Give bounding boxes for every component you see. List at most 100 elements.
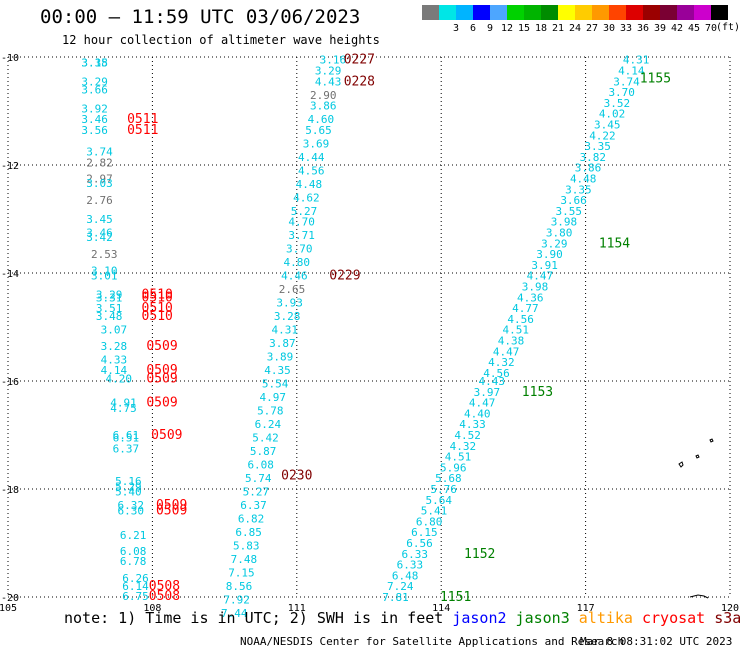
color-scale-label: 9 (486, 23, 494, 34)
pass-time-label: 0509 (146, 371, 177, 386)
wave-height-label: 6.15 (411, 526, 438, 539)
wave-height-label: 4.31 (272, 324, 299, 337)
wave-height-label: 3.28 (101, 340, 128, 353)
pass-time-labels: 0227022802290230051105110510051005100510… (127, 53, 671, 605)
wave-height-label: 4.44 (298, 151, 325, 164)
color-scale-label: 39 (653, 23, 667, 34)
color-swatch (524, 5, 541, 20)
wave-height-label: 5.65 (305, 124, 332, 137)
wave-height-label: 4.51 (503, 324, 530, 337)
wave-height-label: 4.62 (293, 191, 320, 204)
coastline-islands (678, 438, 714, 599)
wave-height-label: 6.08 (120, 545, 147, 558)
color-swatch (507, 5, 524, 20)
wave-height-label: 3.70 (608, 86, 635, 99)
wave-height-label: 6.61 (113, 429, 140, 442)
wave-height-label: 3.46 (86, 227, 113, 240)
color-swatch (541, 5, 558, 20)
color-swatch (660, 5, 677, 20)
wave-height-label: 3.18 (81, 56, 108, 69)
color-scale-label: 6 (469, 23, 477, 34)
wave-height-label: 6.24 (255, 418, 282, 431)
color-scale-label: 42 (670, 23, 684, 34)
wave-height-label: 6.80 (416, 515, 443, 528)
wave-height-label: 5.16 (115, 475, 142, 488)
wave-height-label: 3.92 (81, 102, 108, 115)
wave-height-label: 7.92 (223, 594, 250, 607)
pass-time-label: 1153 (522, 385, 553, 400)
pass-time-label: 0509 (156, 498, 187, 513)
color-scale-label: 21 (551, 23, 565, 34)
wave-height-label: 4.02 (599, 108, 626, 121)
wave-height-label: 2.90 (310, 89, 337, 102)
wave-height-label: 2.65 (279, 283, 306, 296)
wave-height-label: 3.03 (86, 177, 113, 190)
wave-height-label: 3.35 (584, 140, 611, 153)
wave-height-label: 7.24 (387, 580, 414, 593)
wave-height-label: 3.71 (288, 229, 315, 242)
wave-height-label: 6.82 (238, 513, 265, 526)
color-swatch (677, 5, 694, 20)
wave-height-label: 3.56 (81, 124, 108, 137)
grid-lines (7, 56, 731, 598)
wave-height-label: 3.98 (551, 216, 578, 229)
wave-height-label: 6.30 (117, 505, 144, 518)
legend-item: jason2 (452, 609, 507, 627)
pass-time-label: 1154 (599, 236, 630, 251)
wave-height-label: 4.40 (464, 407, 491, 420)
wave-height-label: 4.47 (493, 345, 520, 358)
pass-time-label: 1155 (640, 72, 671, 87)
island-shape (678, 461, 684, 468)
wave-height-label: 5.76 (430, 483, 457, 496)
wave-height-label: 6.33 (401, 548, 428, 561)
wave-height-label: 7.15 (228, 567, 255, 580)
color-scale-label: 33 (619, 23, 633, 34)
wave-height-label: 4.14 (101, 364, 128, 377)
wave-height-label: 3.29 (315, 65, 342, 78)
wave-height-label: 4.48 (570, 173, 597, 186)
pass-time-label: 0228 (344, 74, 375, 89)
x-tick-label: 117 (577, 603, 595, 614)
wave-height-label: 4.32 (450, 440, 477, 453)
color-scale-label: 15 (517, 23, 531, 34)
wave-height-label: 5.78 (257, 405, 284, 418)
x-tick-label: 105 (0, 603, 17, 614)
wave-height-label: 5.96 (440, 461, 467, 474)
pass-time-label: 0508 (149, 579, 180, 594)
wave-height-label: 3.16 (320, 54, 347, 67)
color-scale-label: 27 (585, 23, 599, 34)
footer-note-row: note: 1) Time is in UTC; 2) SWH is in fe… (64, 609, 740, 627)
y-tick-label: -20 (1, 593, 19, 604)
wave-height-label: 4.33 (459, 418, 486, 431)
wave-height-label: 2.53 (91, 248, 118, 261)
wave-height-label: 3.89 (267, 351, 294, 364)
wave-height-label: 5.74 (245, 472, 272, 485)
wave-height-label: 3.98 (522, 281, 549, 294)
wave-height-label: 6.51 (113, 432, 140, 445)
color-swatch (711, 5, 728, 20)
pass-time-label: 0509 (146, 396, 177, 411)
wave-height-label: 2.76 (86, 194, 113, 207)
pass-time-label: 0510 (142, 301, 173, 316)
color-swatch (575, 5, 592, 20)
x-tick-label: 120 (721, 603, 739, 614)
wave-height-label: 3.86 (575, 162, 602, 175)
color-scale-label: 45 (687, 23, 701, 34)
generated-timestamp: Mar 8 08:31:02 UTC 2023 (580, 635, 733, 648)
pass-time-label: 0510 (142, 290, 173, 305)
chart-subtitle: 12 hour collection of altimeter wave hei… (62, 33, 380, 47)
wave-height-label: 3.87 (269, 337, 296, 350)
wave-height-label: 4.33 (101, 353, 128, 366)
y-tick-label: -12 (1, 161, 19, 172)
coastline (689, 594, 709, 599)
wave-height-label: 3.55 (556, 205, 583, 218)
pass-time-label: 0509 (151, 428, 182, 443)
pass-time-label: 0509 (146, 339, 177, 354)
wave-height-label: 7.81 (382, 591, 409, 604)
color-swatch (456, 5, 473, 20)
wave-height-label: 6.37 (113, 443, 140, 456)
pass-time-label: 0509 (156, 504, 187, 519)
wave-height-label: 4.31 (623, 54, 650, 67)
wave-height-label: 2.82 (86, 156, 113, 169)
